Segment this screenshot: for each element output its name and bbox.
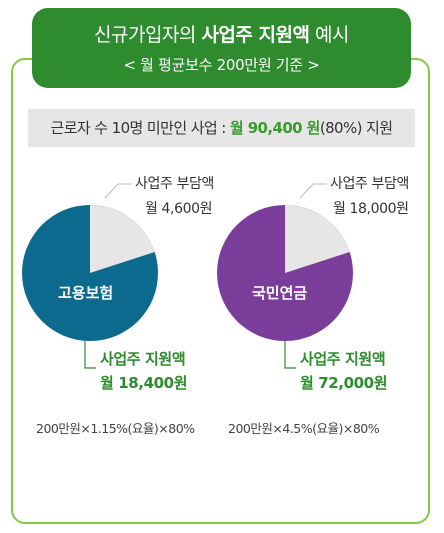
- leader-pension-support: [284, 341, 296, 369]
- leader-employment-employer: [104, 183, 132, 199]
- leader-employment-support: [84, 341, 96, 369]
- support-summary: 근로자 수 10명 미만인 사업 : 월 90,400 원(80%) 지원: [28, 109, 415, 147]
- pension-formula: 200만원×4.5%(요율)×80%: [228, 421, 380, 436]
- pension-support-label: 사업주 지원액: [300, 350, 386, 368]
- pie-employment-employer-slice: [90, 205, 155, 273]
- employment-employer-label: 사업주 부담액: [135, 176, 214, 192]
- page-subtitle: < 월 평균보수 200만원 기준 >: [123, 56, 320, 74]
- employment-support-label: 사업주 지원액: [100, 350, 186, 368]
- page-title: 신규가입자의 사업주 지원액 예시: [94, 24, 349, 46]
- employment-formula: 200만원×1.15%(요율)×80%: [36, 421, 195, 436]
- pie-pension-employer-slice: [285, 205, 350, 273]
- pension-support-amount: 월 72,000원: [300, 374, 388, 392]
- leader-pension-employer: [299, 183, 327, 199]
- pension-employer-amount: 월 18,000원: [333, 201, 409, 217]
- employment-employer-amount: 월 4,600원: [145, 201, 213, 217]
- employment-support-amount: 월 18,400원: [100, 374, 188, 392]
- pie-label-pension: 국민연금: [252, 284, 308, 302]
- header-banner: 신규가입자의 사업주 지원액 예시 < 월 평균보수 200만원 기준 >: [32, 8, 411, 88]
- pie-label-employment: 고용보험: [58, 284, 114, 302]
- pension-employer-label: 사업주 부담액: [330, 176, 409, 192]
